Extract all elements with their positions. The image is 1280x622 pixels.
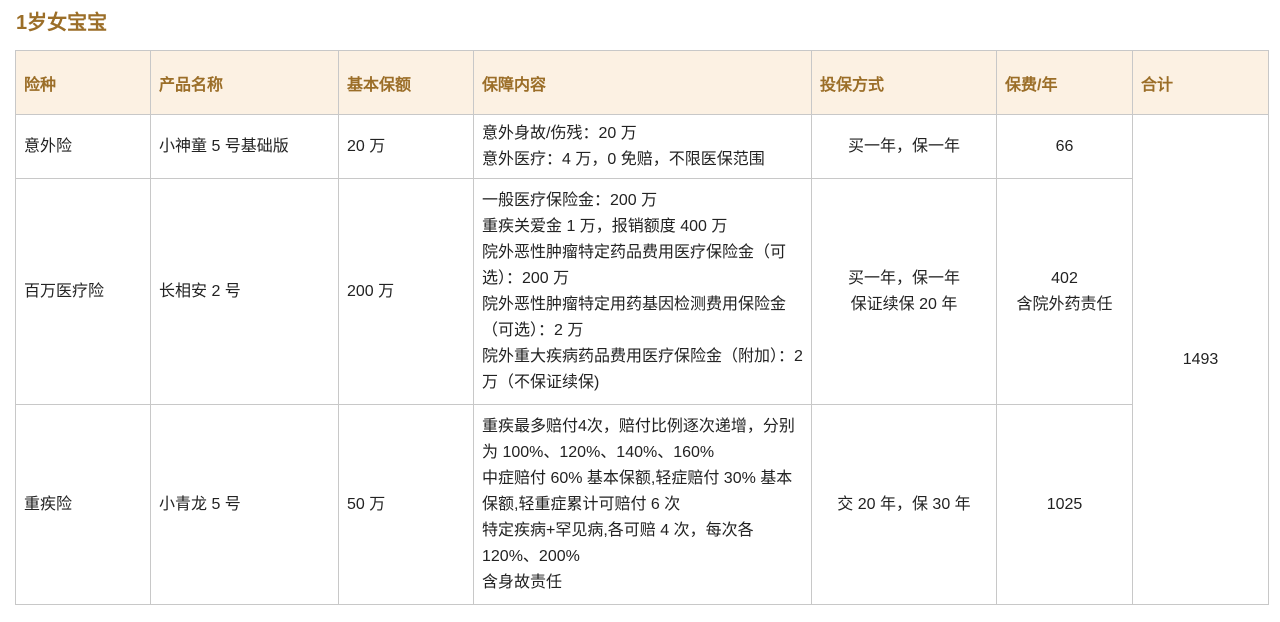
coverage-line: 意外医疗：4 万，0 免赔，不限医保范围 [482, 150, 765, 168]
premium-line: 402 [1051, 269, 1078, 287]
cell-premium: 402 含院外药责任 [996, 178, 1133, 405]
coverage-line: 意外身故/伤残：20 万 [482, 124, 637, 142]
premium-line: 含院外药责任 [1016, 295, 1113, 313]
cell-product: 长相安 2 号 [150, 178, 339, 405]
table-header-row: 险种 产品名称 基本保额 保障内容 投保方式 保费/年 合计 [15, 50, 1269, 115]
cell-method: 买一年，保一年 保证续保 20 年 [811, 178, 997, 405]
cell-total: 1493 [1132, 114, 1269, 605]
header-type: 险种 [15, 50, 151, 115]
header-method: 投保方式 [811, 50, 997, 115]
coverage-line: 重疾关爱金 1 万，报销额度 400 万 [482, 217, 728, 235]
coverage-line: 中症赔付 60% 基本保额,轻症赔付 30% 基本保额,轻重症累计可赔付 6 次 [482, 469, 793, 513]
method-line: 保证续保 20 年 [850, 295, 958, 313]
insurance-table: 险种 产品名称 基本保额 保障内容 投保方式 保费/年 合计 意外险 小神童 5… [15, 50, 1269, 605]
header-amount: 基本保额 [338, 50, 474, 115]
method-line: 买一年，保一年 [847, 137, 960, 155]
cell-type: 意外险 [15, 114, 151, 179]
header-product: 产品名称 [150, 50, 339, 115]
method-line: 买一年，保一年 [847, 269, 960, 287]
cell-amount: 50 万 [338, 404, 474, 605]
cell-premium: 66 [996, 114, 1133, 179]
cell-type: 百万医疗险 [15, 178, 151, 405]
header-total: 合计 [1132, 50, 1269, 115]
coverage-line: 含身故责任 [482, 573, 563, 591]
cell-amount: 20 万 [338, 114, 474, 179]
cell-product: 小青龙 5 号 [150, 404, 339, 605]
cell-premium: 1025 [996, 404, 1133, 605]
table-row: 意外险 小神童 5 号基础版 20 万 意外身故/伤残：20 万 意外医疗：4 … [15, 114, 1269, 605]
table-row: 重疾险 小青龙 5 号 50 万 重疾最多赔付4次，赔付比例逐次递增，分别为 1… [15, 404, 1269, 605]
cell-type: 重疾险 [15, 404, 151, 605]
coverage-line: 一般医疗保险金：200 万 [482, 191, 658, 209]
cell-coverage: 一般医疗保险金：200 万 重疾关爱金 1 万，报销额度 400 万 院外恶性肿… [473, 178, 812, 405]
header-premium: 保费/年 [996, 50, 1133, 115]
cell-amount: 200 万 [338, 178, 474, 405]
page-title: 1岁女宝宝 [16, 12, 108, 34]
coverage-line: 院外重大疾病药品费用医疗保险金（附加）：2 万（不保证续保) [482, 347, 803, 391]
method-line: 交 20 年，保 30 年 [837, 495, 971, 513]
premium-line: 1025 [1046, 495, 1083, 513]
table-row: 百万医疗险 长相安 2 号 200 万 一般医疗保险金：200 万 重疾关爱金 … [15, 178, 1269, 405]
cell-coverage: 意外身故/伤残：20 万 意外医疗：4 万，0 免赔，不限医保范围 [473, 114, 812, 179]
coverage-line: 重疾最多赔付4次，赔付比例逐次递增，分别为 100%、120%、140%、160… [482, 417, 795, 461]
cell-method: 买一年，保一年 [811, 114, 997, 179]
cell-coverage: 重疾最多赔付4次，赔付比例逐次递增，分别为 100%、120%、140%、160… [473, 404, 812, 605]
cell-product: 小神童 5 号基础版 [150, 114, 339, 179]
coverage-line: 院外恶性肿瘤特定药品费用医疗保险金（可选）：200 万 [482, 243, 787, 287]
coverage-line: 特定疾病+罕见病,各可赔 4 次，每次各 120%、200% [482, 521, 754, 565]
premium-line: 66 [1055, 137, 1074, 155]
coverage-line: 院外恶性肿瘤特定用药基因检测费用保险金（可选）：2 万 [482, 295, 787, 339]
cell-method: 交 20 年，保 30 年 [811, 404, 997, 605]
header-coverage: 保障内容 [473, 50, 812, 115]
